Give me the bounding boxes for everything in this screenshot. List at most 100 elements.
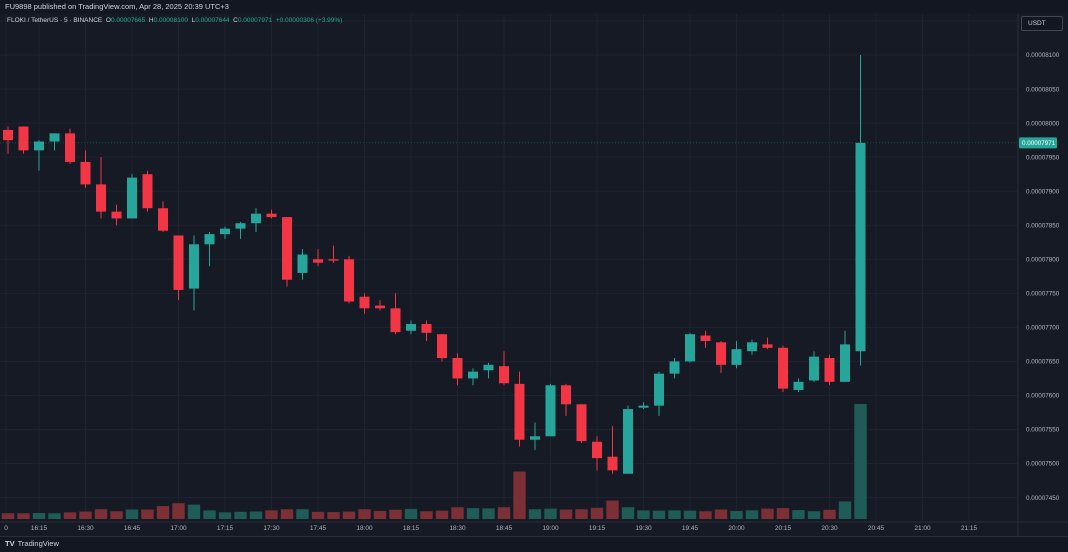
candle-body [220,228,230,235]
x-tick-label: 21:00 [914,525,931,532]
volume-bar [358,509,371,519]
volume-bar [621,507,635,519]
candle-body [762,344,773,348]
candle-body [34,141,44,151]
candle-body [514,383,525,440]
volume-bar [683,510,697,519]
volume-bar [94,509,108,519]
candle-body [266,213,277,218]
x-tick-label: 18:15 [403,525,420,532]
x-tick-label: 19:45 [682,525,699,532]
candle-body [344,259,354,302]
x-tick-label: 16:45 [124,525,141,532]
x-tick-label: 17:45 [310,525,327,532]
volume-bar [513,471,526,519]
candle-body [793,381,804,391]
volume-bar [79,511,92,519]
time-axis: 0 16:15 16:30 16:45 17:00 17:15 17:30 17:45 18:0… [0,521,1068,532]
candle-body [607,456,618,471]
high-value: 0.00008100 [153,17,188,24]
currency-selector[interactable]: USDT [1021,16,1063,31]
candle-body [421,323,432,333]
candle-body [545,385,556,437]
x-tick-label: 20:15 [775,525,792,532]
candle-body [685,334,695,362]
candle-body [778,347,788,389]
candle-body [592,441,602,459]
x-tick-label: 19:15 [589,525,606,532]
candle-body [65,133,75,162]
candle-body [654,373,664,406]
candle-body [530,436,540,440]
candle-body [359,296,370,309]
volume-bar [327,512,340,519]
x-tick-label: 20:45 [868,525,885,532]
x-tick-label: 18:00 [356,525,373,532]
candle-body [80,161,91,185]
low-value: 0.00007644 [195,17,230,24]
candle-body [235,223,246,229]
y-tick-label: 0.00007700 [1026,325,1060,332]
volume-bar [373,510,387,519]
candle-body [390,308,401,333]
chart-area[interactable]: 0.00007971 0.00007450 0.00007500 0.0000755… [0,14,1068,536]
candle-body [499,366,509,384]
candle-body [700,335,711,341]
grid [0,14,1018,522]
volume-bar [32,512,46,519]
candle-body [173,235,184,290]
price-axis: 0.00007450 0.00007500 0.00007550 0.00007600… [1017,14,1060,536]
volume-bar [482,508,495,519]
y-tick-label: 0.00007500 [1026,461,1060,468]
y-tick-label: 0.00007900 [1026,188,1060,195]
candle-body [251,213,261,224]
candle-body [96,184,106,212]
y-tick-label: 0.00008000 [1026,120,1060,127]
volume-bar [234,511,247,519]
symbol-name: FLOKI / TetherUS · 5 · BINANCE [7,17,103,24]
candle-body [731,349,742,365]
x-tick-label: 20:00 [728,525,745,532]
y-tick-label: 0.00007450 [1026,495,1060,502]
candle-body [127,177,137,219]
candle-body [282,217,292,280]
x-tick-label: 18:45 [496,525,513,532]
volume-bar [218,512,232,519]
symbol-legend: FLOKI / TetherUS · 5 · BINANCE O 0.000076… [7,17,342,24]
candle-body [716,342,726,365]
x-tick-label: 16:15 [31,525,48,532]
x-tick-label: 18:30 [449,525,466,532]
x-tick-label: 19:00 [542,525,559,532]
volume-bar [544,508,557,519]
volume-bar [776,508,790,519]
volume-bar [652,510,666,519]
last-price-badge [1019,137,1057,149]
volume-bar [203,510,216,519]
brand[interactable]: TV TradingView [5,539,59,548]
volume-bar [420,511,433,519]
volume-bars [1,404,867,519]
volume-bar [48,513,61,519]
candle-body [18,126,29,151]
volume-bar [699,511,712,519]
volume-bar [854,404,867,519]
candle-body [855,142,866,352]
candle-body [406,323,416,331]
x-tick-label: 17:00 [170,525,187,532]
volume-bar [63,512,77,519]
volume-bar [668,510,681,519]
low-label: L [191,17,196,24]
price-chart[interactable]: 0.00007971 0.00007450 0.00007500 0.0000755… [0,14,1068,536]
volume-bar [156,506,170,519]
open-label: O [105,17,111,24]
volume-bar [435,510,449,519]
volume-bar [1,513,15,519]
high-label: H [148,17,154,24]
candle-body [468,371,478,379]
volume-bar [404,508,418,519]
candle-body [375,305,385,309]
y-tick-label: 0.00007600 [1026,393,1060,400]
top-bar: FU9898 published on TradingView.com, Apr… [0,0,1068,15]
tradingview-logo-icon: TV [5,539,15,548]
candle-body [452,358,463,379]
